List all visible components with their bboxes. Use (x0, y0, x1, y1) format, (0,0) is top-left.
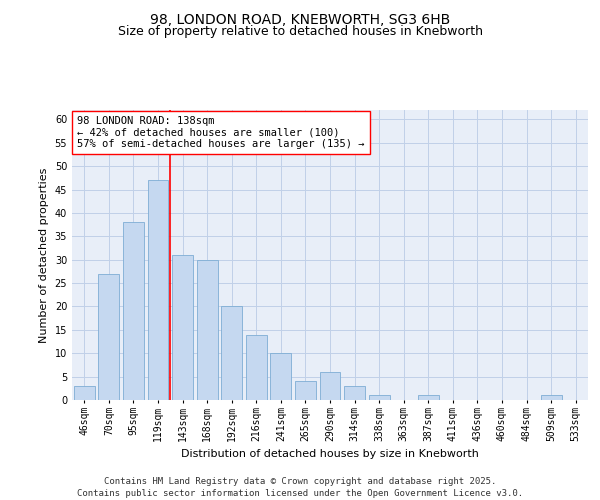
Bar (271, 353, 292, 400)
X-axis label: Distribution of detached houses by size in Knebworth: Distribution of detached houses by size … (181, 449, 479, 459)
Bar (246, 334, 267, 400)
Bar (221, 306, 242, 400)
Bar (172, 255, 193, 400)
Text: 98, LONDON ROAD, KNEBWORTH, SG3 6HB: 98, LONDON ROAD, KNEBWORTH, SG3 6HB (150, 12, 450, 26)
Bar (98, 274, 119, 400)
Bar (123, 222, 144, 400)
Bar (74, 386, 95, 400)
Bar (295, 382, 316, 400)
Text: Size of property relative to detached houses in Knebworth: Size of property relative to detached ho… (118, 25, 482, 38)
Text: Contains HM Land Registry data © Crown copyright and database right 2025.
Contai: Contains HM Land Registry data © Crown c… (77, 476, 523, 498)
Y-axis label: Number of detached properties: Number of detached properties (39, 168, 49, 342)
Bar (148, 180, 169, 400)
Bar (418, 396, 439, 400)
Bar (320, 372, 340, 400)
Bar (197, 260, 218, 400)
Bar (368, 396, 389, 400)
Bar (344, 386, 365, 400)
Bar (541, 396, 562, 400)
Text: 98 LONDON ROAD: 138sqm
← 42% of detached houses are smaller (100)
57% of semi-de: 98 LONDON ROAD: 138sqm ← 42% of detached… (77, 116, 365, 149)
